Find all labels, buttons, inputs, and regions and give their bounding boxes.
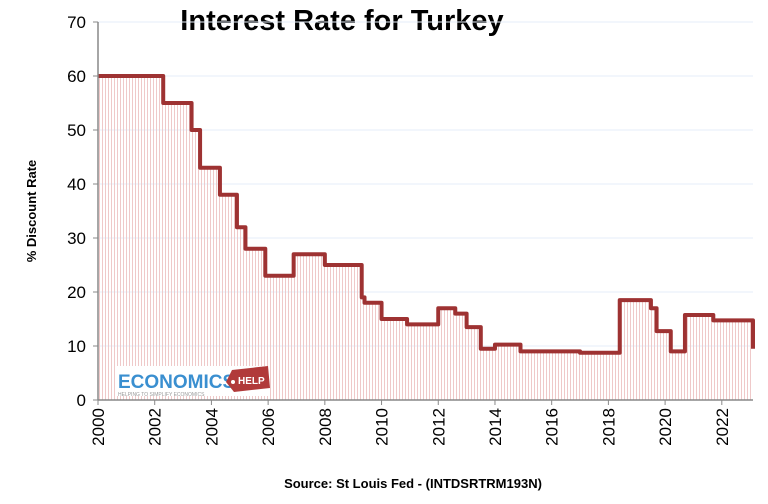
x-tick-label: 2012 [429, 408, 448, 446]
y-tick-label: 20 [67, 283, 86, 302]
x-tick-label: 2016 [543, 408, 562, 446]
chart-title: Interest Rate for Turkey [180, 5, 503, 37]
y-tick-label: 60 [67, 67, 86, 86]
y-tick-label: 0 [77, 391, 86, 410]
series-fill [98, 76, 753, 400]
x-tick-label: 2002 [146, 408, 165, 446]
x-tick-label: 2006 [259, 408, 278, 446]
x-tick-label: 2020 [656, 408, 675, 446]
x-tick-label: 2010 [373, 408, 392, 446]
source-note: Source: St Louis Fed - (INTDSRTRM193N) [284, 476, 542, 491]
x-tick-label: 2008 [316, 408, 335, 446]
y-tick-label: 50 [67, 121, 86, 140]
x-tick-label: 2014 [486, 408, 505, 446]
logo-tagline: HELPING TO SIMPLIFY ECONOMICS [118, 392, 205, 398]
y-tick-label: 10 [67, 337, 86, 356]
y-tick-label: 30 [67, 229, 86, 248]
economics-help-logo: ECONOMICS HELP HELPING TO SIMPLIFY ECONO… [117, 366, 270, 398]
axes: 0 10 20 30 40 50 60 70 2000 2002 2004 2006 2008 2010 2… [67, 13, 753, 446]
y-tick-label: 70 [67, 13, 86, 32]
series-line [98, 74, 755, 355]
logo-tag: HELP [238, 376, 265, 387]
x-tick-label: 2000 [89, 408, 108, 446]
plot-area [98, 74, 755, 400]
y-tick-label: 40 [67, 175, 86, 194]
logo-text: ECONOMICS [118, 372, 235, 393]
y-axis-label: % Discount Rate [24, 160, 39, 263]
x-tick-label: 2018 [599, 408, 618, 446]
x-tick-label: 2022 [713, 408, 732, 446]
x-tick-label: 2004 [202, 408, 221, 446]
